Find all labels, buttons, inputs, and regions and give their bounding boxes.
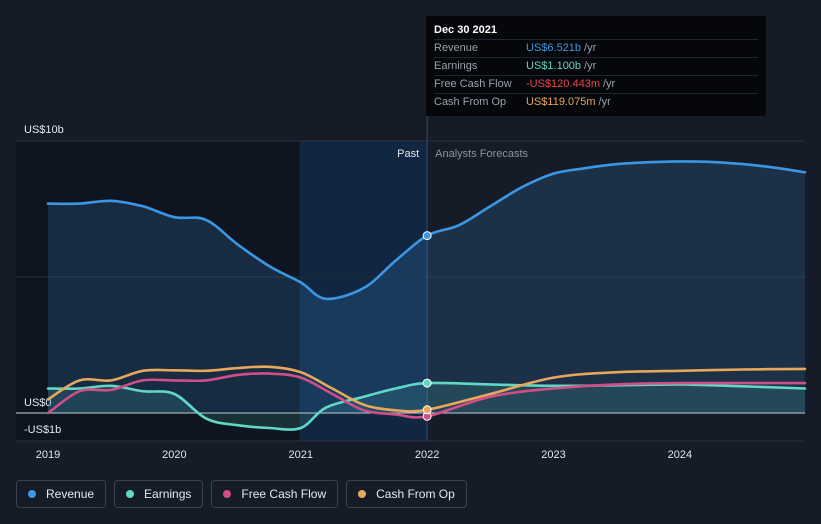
legend-label: Free Cash Flow — [241, 487, 327, 501]
tooltip-date: Dec 30 2021 — [434, 24, 497, 36]
tooltip-value: -US$120.443m — [526, 78, 600, 90]
tooltip-row-free-cash-flow: Free Cash Flow -US$120.443m /yr — [434, 75, 758, 93]
tooltip-label: Free Cash Flow — [434, 78, 512, 90]
chart-tooltip: Dec 30 2021 Revenue US$6.521b /yr Earnin… — [426, 16, 766, 116]
y-label-top: US$10b — [24, 124, 64, 136]
legend-label: Revenue — [46, 487, 95, 501]
x-tick-label: 2022 — [415, 449, 439, 461]
x-tick-label: 2019 — [36, 449, 60, 461]
y-label-bottom: -US$1b — [24, 424, 61, 436]
free-cash-flow-line — [46, 372, 807, 419]
highlight-region — [299, 141, 428, 441]
tooltip-unit: /yr — [584, 60, 597, 72]
past-label: Past — [397, 148, 419, 160]
legend-dot-icon — [28, 490, 36, 498]
tooltip-unit: /yr — [584, 42, 597, 54]
tooltip-label: Earnings — [434, 60, 478, 72]
legend-dot-icon — [358, 490, 367, 498]
cash-from-op-line — [46, 365, 807, 413]
tooltip-row-earnings: Earnings US$1.100b /yr — [434, 57, 758, 75]
chart-legend: Revenue Earnings Free Cash Flow Cash Fro… — [16, 480, 467, 508]
legend-label: Earnings — [144, 487, 192, 501]
revenue-area — [48, 161, 805, 413]
tooltip-unit: /yr — [598, 96, 611, 108]
tooltip-row-cash-from-op: Cash From Op US$119.075m /yr — [434, 93, 758, 111]
revenue-marker — [422, 231, 432, 241]
tooltip-value: US$119.075m — [526, 96, 596, 108]
tooltip-value: US$6.521b — [526, 42, 582, 54]
legend-item-cash-from-op[interactable]: Cash From Op — [346, 480, 467, 508]
chart-canvas: US$10b US$0 -US$1b Past Analysts Forecasts 20… — [16, 116, 807, 461]
legend-item-earnings[interactable]: Earnings — [114, 480, 204, 508]
x-tick-label: 2024 — [668, 449, 692, 461]
x-tick-label: 2021 — [289, 449, 313, 461]
legend-item-free-cash-flow[interactable]: Free Cash Flow — [211, 480, 339, 508]
forecast-label: Analysts Forecasts — [435, 148, 528, 160]
legend-item-revenue[interactable]: Revenue — [16, 480, 107, 508]
tooltip-label: Revenue — [434, 42, 479, 54]
earnings-marker — [422, 378, 432, 388]
x-tick-label: 2023 — [541, 449, 565, 461]
legend-label: Cash From Op — [376, 487, 455, 501]
legend-dot-icon — [223, 490, 232, 498]
legend-dot-icon — [126, 490, 135, 498]
x-tick-label: 2020 — [162, 449, 186, 461]
tooltip-unit: /yr — [603, 78, 616, 90]
tooltip-row-revenue: Revenue US$6.521b /yr — [434, 39, 758, 57]
tooltip-value: US$1.100b — [526, 60, 582, 72]
y-label-zero: US$0 — [24, 397, 52, 409]
cash-from-op-marker — [422, 405, 432, 415]
tooltip-label: Cash From Op — [434, 96, 507, 108]
